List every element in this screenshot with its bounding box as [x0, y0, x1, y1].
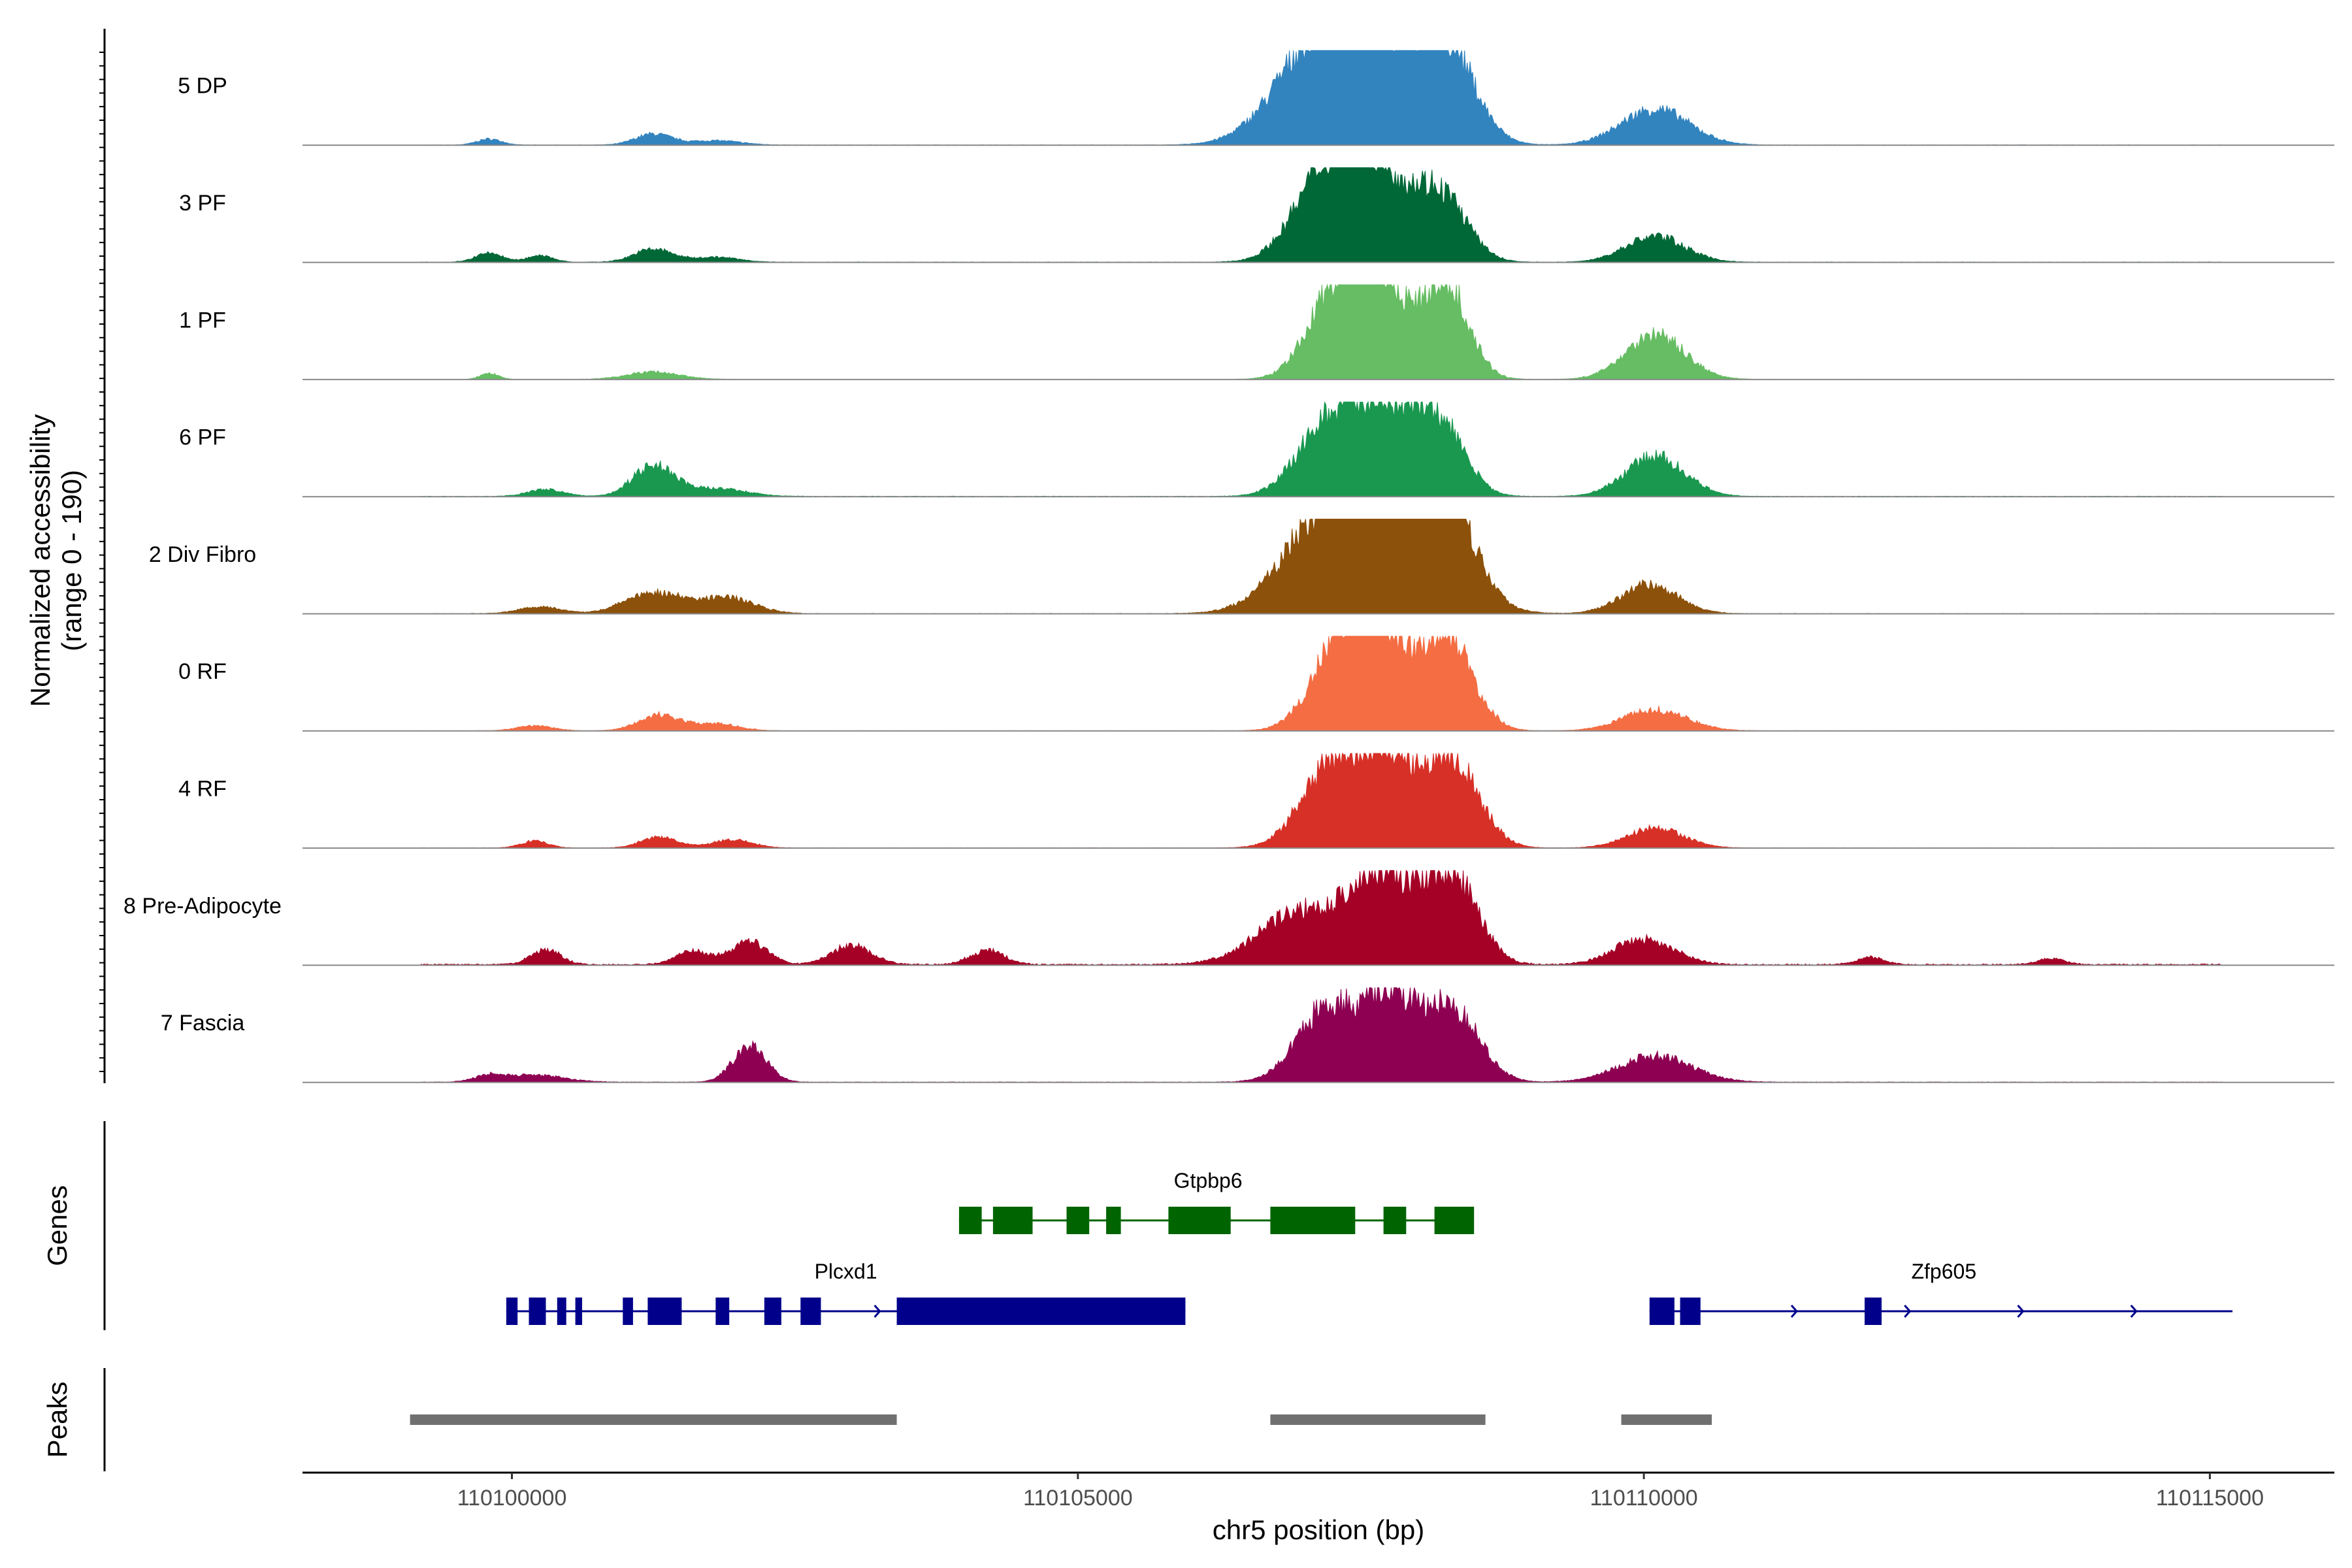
coverage-area [421, 519, 2221, 615]
peaks-panel: Peaks [42, 1368, 1712, 1471]
track-label: 0 RF [178, 659, 227, 684]
track-label: 8 Pre-Adipocyte [123, 894, 282, 919]
coverage-track: 1 PF [179, 284, 2334, 380]
peak-region [410, 1414, 897, 1425]
gene-models: Plcxd1 Gtpbp6 Zfp605 [506, 1169, 2233, 1325]
x-tick-label: 110110000 [1590, 1486, 1698, 1511]
track-label: 6 PF [179, 425, 226, 450]
exon [1106, 1207, 1121, 1234]
exon [1865, 1298, 1882, 1325]
gene-label: Gtpbp6 [1174, 1169, 1243, 1192]
coverage-area [421, 284, 2222, 380]
exon [764, 1298, 781, 1325]
exon [1680, 1298, 1701, 1325]
strand-arrow [1790, 1305, 1799, 1318]
exon [1383, 1207, 1407, 1234]
exon [1270, 1207, 1356, 1234]
exon [1434, 1207, 1475, 1234]
x-axis-title: chr5 position (bp) [1213, 1514, 1425, 1545]
coverage-area [421, 987, 2222, 1083]
coverage-axis-ticks [99, 52, 105, 1072]
x-tick-label: 110100000 [457, 1486, 567, 1511]
coverage-track: 3 PF [179, 167, 2334, 263]
coverage-track: 4 RF [178, 752, 2334, 849]
strand-arrow [874, 1305, 881, 1318]
coverage-track: 8 Pre-Adipocyte [123, 870, 2334, 966]
track-label: 4 RF [178, 777, 227, 802]
x-tick-label: 110115000 [2156, 1486, 2264, 1511]
strand-arrow [1904, 1305, 1912, 1318]
exon [1168, 1207, 1231, 1234]
coverage-track: 6 PF [179, 400, 2334, 498]
peak-regions [410, 1414, 1712, 1425]
exon [1066, 1207, 1090, 1234]
x-tick-label: 110105000 [1023, 1486, 1133, 1511]
coverage-ylabel-line-1: Normalized accessibility [25, 414, 56, 707]
exon [529, 1298, 546, 1325]
exon [575, 1298, 582, 1325]
peak-region [1270, 1414, 1486, 1425]
peak-region [1621, 1414, 1712, 1425]
coverage-ylabel-line-2: (range 0 - 190) [56, 470, 87, 651]
strand-arrow [2130, 1305, 2138, 1318]
exon [715, 1298, 730, 1325]
coverage-panel: Normalized accessibility (range 0 - 190)… [25, 29, 2334, 1083]
gene-label: Zfp605 [1911, 1260, 1976, 1283]
exon [623, 1298, 633, 1325]
exon [647, 1298, 682, 1325]
coverage-area [421, 167, 2222, 263]
coverage-area [421, 400, 2222, 497]
x-axis: 110100000 110105000 110110000 110115000 chr… [302, 1471, 2334, 1545]
gene-model: Zfp605 [1649, 1260, 2233, 1325]
gene-label: Plcxd1 [815, 1260, 877, 1283]
track-label: 2 Div Fibro [149, 542, 256, 567]
coverage-track: 7 Fascia [161, 987, 2334, 1083]
exon [896, 1298, 1186, 1325]
peaks-panel-title: Peaks [42, 1382, 73, 1458]
exon [992, 1207, 1033, 1234]
coverage-track: 0 RF [178, 635, 2334, 732]
genes-panel: Genes Plcxd1 Gtpbp6 Zfp605 [42, 1121, 2233, 1330]
gene-model: Plcxd1 [506, 1260, 1186, 1325]
exon [557, 1298, 566, 1325]
gene-model: Gtpbp6 [958, 1169, 1475, 1234]
coverage-area [421, 50, 2222, 146]
exon [958, 1207, 982, 1234]
exon [800, 1298, 821, 1325]
genes-panel-title: Genes [42, 1185, 73, 1266]
track-label: 7 Fascia [161, 1011, 245, 1036]
coverage-area [421, 870, 2222, 966]
coverage-area [421, 635, 2222, 732]
exon [1649, 1298, 1674, 1325]
track-label: 5 DP [178, 74, 227, 99]
x-axis-ticks: 110100000 110105000 110110000 110115000 [457, 1473, 2264, 1511]
track-label: 3 PF [179, 191, 226, 216]
exon [506, 1298, 518, 1325]
coverage-area [421, 752, 2221, 849]
coverage-tracks: 5 DP 3 PF 1 PF 6 PF 2 Div Fibro 0 RF 4 RF 8 Pre… [123, 50, 2334, 1083]
strand-arrow [2017, 1305, 2025, 1318]
coverage-track: 5 DP [178, 50, 2334, 146]
track-label: 1 PF [179, 308, 226, 333]
coverage-track: 2 Div Fibro [149, 519, 2334, 615]
